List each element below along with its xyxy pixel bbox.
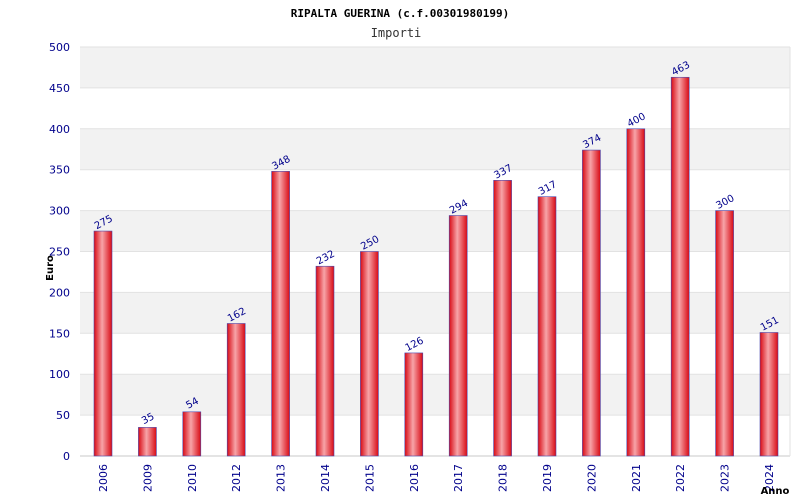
bar: [93, 230, 113, 457]
data-label: 54: [184, 396, 200, 412]
chart-title: RIPALTA GUERINA (c.f.00301980199): [291, 7, 510, 20]
bar: [360, 251, 379, 457]
bar: [182, 411, 202, 457]
x-tick-label: 2010: [186, 464, 199, 492]
x-tick-label: 2016: [408, 464, 421, 492]
x-tick-label: 2017: [452, 464, 465, 492]
x-tick-label: 2022: [674, 464, 687, 492]
bar: [448, 215, 468, 457]
y-axis-title: Euro: [45, 255, 56, 281]
y-tick-label: 100: [49, 368, 70, 381]
bar: [537, 196, 557, 457]
y-tick-label: 350: [49, 164, 70, 177]
y-tick-label: 200: [49, 286, 70, 299]
x-tick-label: 2013: [275, 464, 288, 492]
x-tick-label: 2020: [585, 464, 598, 492]
bar: [138, 427, 157, 457]
x-tick-label: 2018: [497, 464, 510, 492]
y-tick-label: 400: [49, 123, 70, 136]
bar: [582, 149, 601, 457]
x-tick-label: 2019: [541, 464, 554, 492]
bar: [759, 332, 779, 457]
x-tick-label: 2024: [763, 464, 776, 492]
y-axis-ticks: 0 50 100 150 200 250 300 350 400 450 500: [49, 41, 70, 463]
bar: [315, 265, 335, 457]
bar: [226, 323, 246, 457]
y-tick-label: 50: [56, 409, 70, 422]
bar: [715, 210, 734, 457]
bar: [404, 352, 424, 457]
x-axis-title: Anno: [761, 486, 790, 497]
x-tick-label: 2023: [719, 464, 732, 492]
y-tick-label: 150: [49, 327, 70, 340]
x-tick-label: 2015: [363, 464, 376, 492]
data-label: 35: [140, 411, 156, 427]
y-tick-label: 300: [49, 205, 70, 218]
bar: [271, 171, 290, 457]
chart-subtitle: Importi: [371, 26, 422, 40]
x-tick-label: 2012: [230, 464, 243, 492]
x-tick-label: 2009: [141, 464, 154, 492]
y-tick-label: 500: [49, 41, 70, 54]
y-tick-label: 450: [49, 82, 70, 95]
x-tick-label: 2014: [319, 464, 332, 492]
bar: [626, 128, 646, 457]
x-tick-label: 2021: [630, 464, 643, 492]
bars: [93, 76, 779, 457]
y-tick-label: 250: [49, 246, 70, 259]
y-tick-label: 0: [63, 450, 70, 463]
x-axis-ticks: 2006 2009 2010 2012 2013 2014 2015 2016 2017 2018…: [97, 464, 776, 492]
bar: [670, 76, 690, 457]
x-tick-label: 2006: [97, 464, 110, 492]
bar: [493, 180, 512, 457]
